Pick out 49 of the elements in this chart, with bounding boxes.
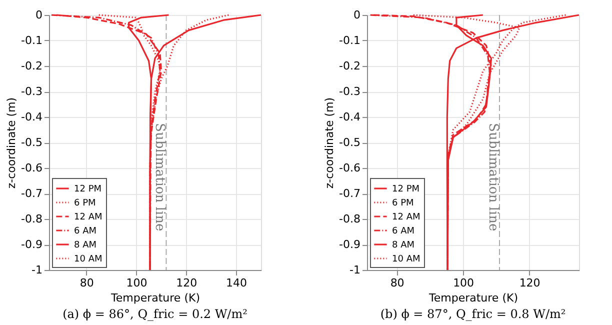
y-tick-label: -0.5 — [21, 136, 42, 149]
legend-label: 12 PM — [392, 184, 420, 194]
legend-label: 6 AM — [392, 226, 415, 236]
legend-label: 12 AM — [392, 212, 420, 222]
y-tick-label: -0.3 — [21, 85, 42, 98]
y-tick-label: -0.8 — [339, 212, 360, 226]
legend-label: 6 PM — [74, 198, 96, 208]
x-tick-label: 100 — [126, 276, 148, 290]
legend-label: 6 PM — [392, 198, 414, 208]
text: (b) ϕ = 87°, Q_fric = 0.8 W/m² — [380, 307, 566, 321]
y-tick-label: 0 — [36, 8, 42, 22]
ref-line-label: Sublimation line — [486, 123, 500, 232]
y-tick-label: -0.3 — [339, 85, 360, 98]
ref-line-label: Sublimation line — [152, 123, 168, 232]
legend-label: 10 AM — [74, 254, 102, 264]
y-tick-label: -0.1 — [339, 34, 360, 47]
y-axis-title: z-coordinate (m) — [323, 97, 336, 189]
legend-label: 10 AM — [392, 254, 420, 264]
text: (a) ϕ = 86°, Q_fric = 0.2 W/m² — [62, 307, 248, 321]
y-tick-label: -0.6 — [339, 162, 360, 174]
y-axis-title: z-coordinate (m) — [5, 97, 18, 189]
y-tick-label: -0.4 — [21, 110, 42, 124]
y-tick-label: -0.6 — [21, 162, 42, 174]
x-tick-label: 120 — [176, 276, 198, 290]
y-tick-label: -0.8 — [21, 212, 42, 226]
y-tick-label: -0.9 — [339, 238, 360, 251]
y-tick-label: -0.5 — [339, 136, 360, 149]
x-tick-label: 140 — [226, 276, 248, 290]
y-tick-label: -0.7 — [21, 187, 42, 200]
y-tick-label: -0.7 — [339, 187, 360, 200]
legend-label: 8 AM — [74, 240, 97, 250]
x-axis-title: Temperature (K) — [428, 292, 518, 304]
y-tick-label: -1 — [32, 264, 42, 276]
y-tick-label: -0.2 — [21, 60, 42, 72]
y-tick-label: -0.9 — [21, 238, 42, 251]
x-tick-label: 80 — [390, 276, 404, 290]
y-tick-label: -1 — [350, 264, 360, 276]
y-tick-label: -0.1 — [21, 34, 42, 47]
y-tick-label: -0.2 — [339, 60, 360, 72]
x-tick-label: 100 — [453, 276, 474, 290]
y-tick-label: 0 — [354, 8, 360, 22]
y-tick-label: -0.4 — [339, 110, 360, 124]
legend-label: 12 PM — [74, 184, 102, 194]
legend-label: 8 AM — [392, 240, 415, 250]
x-tick-label: 80 — [80, 276, 94, 290]
x-tick-label: 120 — [519, 276, 540, 290]
legend-label: 6 AM — [74, 226, 97, 236]
x-axis-title: Temperature (K) — [110, 292, 200, 304]
legend-label: 12 AM — [74, 212, 102, 222]
